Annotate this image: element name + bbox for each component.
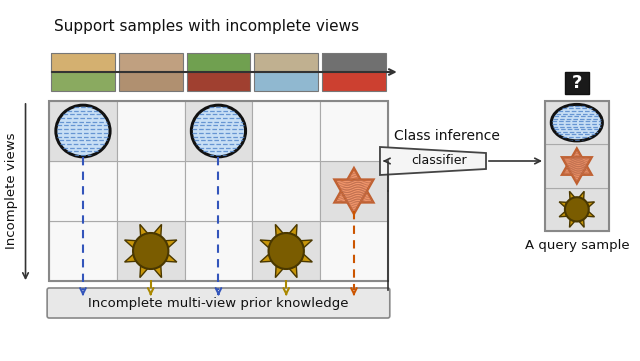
Bar — [49, 221, 117, 281]
Bar — [117, 221, 184, 281]
Text: Support samples with incomplete views: Support samples with incomplete views — [54, 18, 359, 34]
Bar — [322, 53, 386, 72]
Bar — [184, 161, 252, 221]
Bar — [49, 101, 117, 161]
Bar — [254, 72, 318, 91]
Bar — [184, 101, 252, 161]
Polygon shape — [154, 225, 161, 236]
Text: Incomplete multi-view prior knowledge: Incomplete multi-view prior knowledge — [88, 296, 349, 309]
Polygon shape — [587, 212, 595, 217]
Bar — [184, 221, 252, 281]
Polygon shape — [562, 157, 591, 183]
Polygon shape — [579, 191, 584, 199]
Bar — [51, 53, 115, 91]
Text: ?: ? — [572, 74, 582, 92]
Circle shape — [269, 233, 304, 269]
FancyBboxPatch shape — [565, 72, 589, 94]
Polygon shape — [125, 240, 136, 248]
Polygon shape — [570, 219, 575, 227]
Bar — [252, 161, 320, 221]
Polygon shape — [154, 266, 161, 278]
Bar — [254, 53, 318, 91]
Bar — [51, 53, 115, 72]
Text: classifier: classifier — [411, 155, 467, 168]
Polygon shape — [587, 202, 595, 207]
Bar — [252, 221, 320, 281]
Text: Incomplete views: Incomplete views — [5, 133, 19, 249]
Bar — [119, 72, 182, 91]
Polygon shape — [125, 254, 136, 262]
Polygon shape — [165, 240, 177, 248]
Bar — [51, 72, 115, 91]
Bar — [117, 161, 184, 221]
Polygon shape — [260, 254, 272, 262]
Polygon shape — [289, 266, 297, 278]
Bar — [252, 101, 320, 161]
Bar — [117, 101, 184, 161]
Ellipse shape — [551, 104, 602, 141]
FancyBboxPatch shape — [47, 288, 390, 318]
Polygon shape — [562, 149, 591, 175]
Bar — [186, 53, 250, 91]
Polygon shape — [289, 225, 297, 236]
Polygon shape — [165, 254, 177, 262]
Text: A query sample: A query sample — [525, 239, 629, 252]
Bar — [119, 53, 182, 72]
Bar — [322, 53, 386, 91]
Bar — [320, 161, 388, 221]
Polygon shape — [260, 240, 272, 248]
Bar — [186, 53, 250, 72]
Polygon shape — [140, 266, 148, 278]
Polygon shape — [301, 254, 312, 262]
Bar — [119, 53, 182, 91]
Bar — [545, 188, 609, 231]
Bar — [545, 144, 609, 188]
Polygon shape — [380, 147, 486, 175]
Bar — [545, 101, 609, 231]
Ellipse shape — [56, 105, 110, 157]
Polygon shape — [335, 168, 373, 203]
Polygon shape — [335, 180, 373, 214]
Bar — [320, 101, 388, 161]
Bar — [49, 101, 388, 281]
Polygon shape — [275, 266, 283, 278]
Bar — [186, 72, 250, 91]
Polygon shape — [301, 240, 312, 248]
Circle shape — [133, 233, 168, 269]
Bar — [545, 101, 609, 144]
Bar — [322, 72, 386, 91]
Polygon shape — [559, 202, 567, 207]
Bar — [49, 161, 117, 221]
Polygon shape — [579, 219, 584, 227]
Ellipse shape — [191, 105, 246, 157]
Bar — [320, 221, 388, 281]
Polygon shape — [570, 191, 575, 199]
Text: Class inference: Class inference — [394, 129, 500, 143]
Polygon shape — [275, 225, 283, 236]
Bar — [254, 53, 318, 72]
Circle shape — [565, 197, 589, 221]
Polygon shape — [140, 225, 148, 236]
Polygon shape — [559, 212, 567, 217]
